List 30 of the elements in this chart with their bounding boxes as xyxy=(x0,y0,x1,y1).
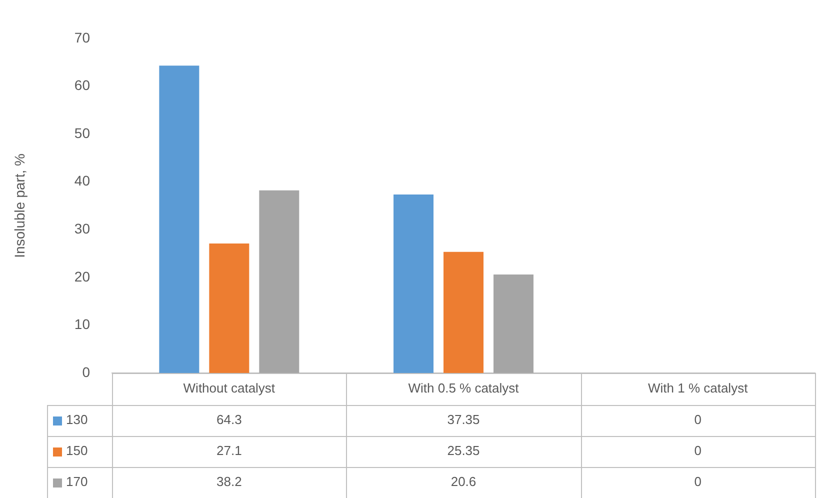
bar xyxy=(159,66,200,373)
legend-label: 170 xyxy=(66,474,88,490)
data-label: 27.1 xyxy=(216,443,242,458)
x-tick-label: Without catalyst xyxy=(183,380,276,396)
y-tick-label: 20 xyxy=(74,268,90,284)
y-tick-label: 50 xyxy=(74,124,90,141)
y-tick-label: 60 xyxy=(74,77,90,94)
y-axis-title: Insoluble part, % xyxy=(11,154,28,258)
bar xyxy=(209,243,250,373)
y-tick-label: 40 xyxy=(74,172,90,189)
data-label: 20.6 xyxy=(450,474,476,490)
data-label: 64.3 xyxy=(216,412,242,428)
legend-label: 130 xyxy=(66,412,88,428)
bar xyxy=(259,190,300,373)
data-label: 0 xyxy=(694,474,702,490)
data-label: 37.35 xyxy=(447,412,480,428)
x-tick-label: With 1 % catalyst xyxy=(648,380,748,396)
data-label: 38.2 xyxy=(216,474,242,490)
y-tick-label: 30 xyxy=(74,220,90,236)
bar xyxy=(444,252,484,373)
data-label: 0 xyxy=(694,412,702,428)
bar xyxy=(394,194,434,373)
x-tick-label: With 0.5 % catalyst xyxy=(408,380,520,396)
y-tick-label: 10 xyxy=(74,316,90,332)
y-tick-label: 70 xyxy=(74,29,90,46)
data-label: 25.35 xyxy=(447,443,480,458)
data-label: 0 xyxy=(694,443,702,458)
legend-label: 150 xyxy=(66,443,88,458)
bar xyxy=(493,274,534,373)
y-tick-label: 0 xyxy=(82,364,90,380)
